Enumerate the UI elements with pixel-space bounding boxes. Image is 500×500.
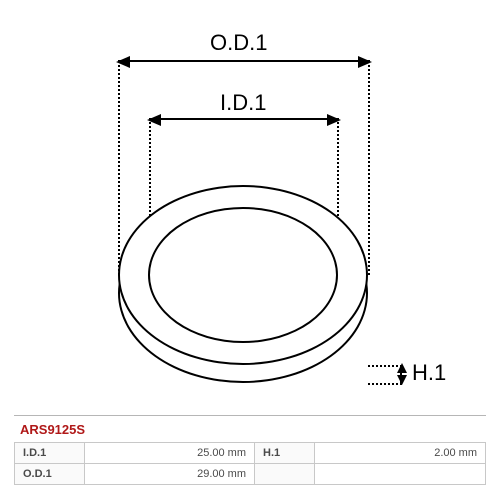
arrow-left-icon — [147, 114, 161, 126]
od-leader-right — [368, 60, 370, 275]
spec-value: 2.00 mm — [315, 443, 486, 464]
id-label: I.D.1 — [220, 90, 266, 116]
arrow-right-icon — [327, 114, 341, 126]
page-root: O.D.1 I.D.1 H.1 ARS9125S I.D.1 — [0, 0, 500, 500]
spec-value: 29.00 mm — [85, 464, 255, 485]
id-dimension — [149, 118, 339, 120]
ring-top-inner — [148, 207, 338, 343]
arrow-up-icon — [397, 363, 407, 373]
ring-drawing — [118, 185, 368, 365]
h-dimension — [400, 365, 402, 383]
spec-label: H.1 — [255, 443, 315, 464]
spec-value-empty — [315, 464, 486, 485]
arrow-down-icon — [397, 375, 407, 385]
spec-row: I.D.1 25.00 mm H.1 2.00 mm — [15, 443, 486, 464]
part-number: ARS9125S — [20, 422, 85, 437]
spec-label-empty — [255, 464, 315, 485]
od-dimension — [118, 60, 370, 62]
spec-label: I.D.1 — [15, 443, 85, 464]
spec-table: I.D.1 25.00 mm H.1 2.00 mm O.D.1 29.00 m… — [14, 442, 486, 485]
arrow-right-icon — [358, 56, 372, 68]
section-divider — [14, 415, 486, 416]
spec-value: 25.00 mm — [85, 443, 255, 464]
h-label: H.1 — [412, 360, 446, 386]
spec-row: O.D.1 29.00 mm — [15, 464, 486, 485]
technical-diagram: O.D.1 I.D.1 H.1 — [0, 0, 500, 410]
spec-label: O.D.1 — [15, 464, 85, 485]
od-label: O.D.1 — [210, 30, 267, 56]
arrow-left-icon — [116, 56, 130, 68]
